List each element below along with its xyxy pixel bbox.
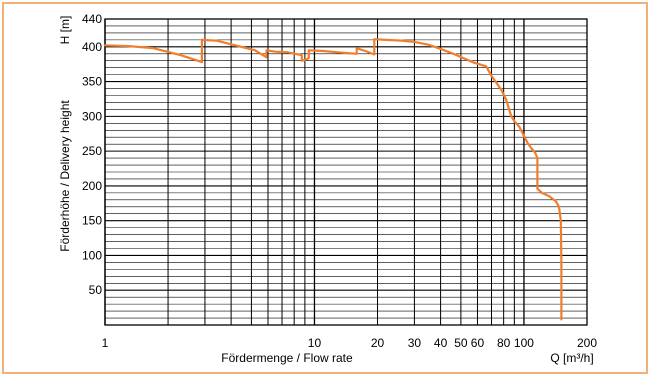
y-tick-labels: 50 100 150 200 250 300 350 400 440	[82, 12, 102, 297]
series-line	[103, 38, 563, 321]
y-tick-label: 100	[82, 248, 102, 262]
y-axis-label: Förderhöhe / Delivery height	[58, 100, 72, 252]
x-axis-label: Fördermenge / Flow rate	[221, 351, 353, 365]
y-tick-label: 350	[82, 75, 102, 89]
y-tick-label: 400	[82, 40, 102, 54]
y-tick-label: 150	[82, 214, 102, 228]
y-axis-unit: H [m]	[58, 16, 72, 45]
x-tick-label: 80	[497, 336, 511, 350]
x-tick-label: 1	[102, 336, 109, 350]
x-tick-label: 20	[371, 336, 385, 350]
grid-minor	[104, 19, 588, 325]
series-group	[103, 38, 563, 321]
grid-major	[104, 18, 588, 326]
y-tick-label: 50	[89, 283, 103, 297]
y-tick-label: 250	[82, 144, 102, 158]
x-tick-labels: 1 10 20 30 40 50 60 80 100 200	[102, 336, 598, 350]
x-tick-label: 30	[408, 336, 422, 350]
x-tick-label: 40	[434, 336, 448, 350]
x-tick-label: 100	[514, 336, 534, 350]
y-tick-label: 440	[82, 12, 102, 26]
plot-area-border	[104, 18, 588, 326]
x-tick-label: 60	[471, 336, 485, 350]
y-tick-label: 200	[82, 179, 102, 193]
x-tick-label: 200	[577, 336, 597, 350]
x-tick-label: 50	[454, 336, 468, 350]
y-tick-label: 300	[82, 109, 102, 123]
x-axis-unit: Q [m³/h]	[550, 351, 593, 365]
chart-frame	[2, 2, 648, 374]
x-tick-label: 10	[308, 336, 322, 350]
